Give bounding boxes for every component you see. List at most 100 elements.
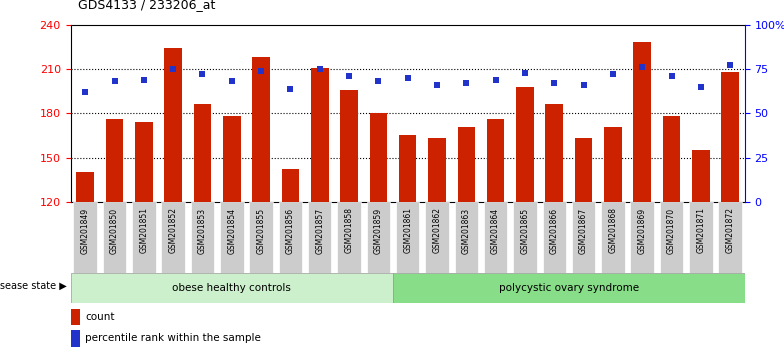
Point bbox=[577, 82, 590, 88]
Bar bbox=[278, 202, 302, 273]
Point bbox=[666, 73, 678, 79]
Bar bbox=[546, 104, 563, 202]
Bar bbox=[281, 169, 299, 202]
Text: GSM201853: GSM201853 bbox=[198, 207, 207, 253]
Bar bbox=[487, 119, 504, 202]
Bar bbox=[604, 127, 622, 202]
Point bbox=[401, 75, 414, 81]
Text: GSM201868: GSM201868 bbox=[608, 207, 617, 253]
Text: GSM201862: GSM201862 bbox=[433, 207, 441, 253]
Bar bbox=[162, 202, 185, 273]
Bar bbox=[369, 113, 387, 202]
Point bbox=[519, 70, 532, 75]
Bar bbox=[458, 127, 475, 202]
Bar bbox=[721, 72, 739, 202]
Text: GSM201852: GSM201852 bbox=[169, 207, 178, 253]
Point bbox=[548, 80, 561, 86]
Bar bbox=[692, 150, 710, 202]
Text: GSM201866: GSM201866 bbox=[550, 207, 559, 253]
Point bbox=[226, 79, 238, 84]
Bar bbox=[630, 202, 654, 273]
Point bbox=[314, 66, 326, 72]
Bar bbox=[367, 202, 390, 273]
Text: GSM201872: GSM201872 bbox=[726, 207, 735, 253]
Text: GSM201861: GSM201861 bbox=[403, 207, 412, 253]
Bar bbox=[223, 116, 241, 202]
Text: GSM201867: GSM201867 bbox=[579, 207, 588, 253]
Point bbox=[284, 86, 296, 91]
Bar bbox=[71, 309, 80, 325]
Bar bbox=[135, 122, 153, 202]
Text: GDS4133 / 233206_at: GDS4133 / 233206_at bbox=[78, 0, 216, 11]
Point bbox=[108, 79, 121, 84]
Bar bbox=[191, 202, 214, 273]
Text: GSM201859: GSM201859 bbox=[374, 207, 383, 253]
Bar bbox=[425, 202, 448, 273]
Text: GSM201864: GSM201864 bbox=[491, 207, 500, 253]
Point bbox=[430, 82, 443, 88]
Bar bbox=[572, 202, 595, 273]
Point bbox=[636, 64, 648, 70]
Text: polycystic ovary syndrome: polycystic ovary syndrome bbox=[499, 282, 639, 293]
Point bbox=[343, 73, 355, 79]
Text: GSM201855: GSM201855 bbox=[256, 207, 266, 253]
Point bbox=[607, 72, 619, 77]
Bar bbox=[340, 90, 358, 202]
Text: GSM201850: GSM201850 bbox=[110, 207, 119, 253]
Point bbox=[460, 80, 473, 86]
Point bbox=[167, 66, 180, 72]
Bar bbox=[103, 202, 126, 273]
Bar bbox=[428, 138, 446, 202]
Point bbox=[489, 77, 502, 82]
Bar bbox=[689, 202, 713, 273]
Bar bbox=[575, 138, 593, 202]
Text: obese healthy controls: obese healthy controls bbox=[172, 282, 291, 293]
Bar bbox=[249, 202, 273, 273]
Text: percentile rank within the sample: percentile rank within the sample bbox=[85, 333, 261, 343]
Bar bbox=[165, 48, 182, 202]
Bar bbox=[71, 273, 393, 303]
Bar bbox=[514, 202, 537, 273]
Text: GSM201863: GSM201863 bbox=[462, 207, 471, 253]
Text: GSM201858: GSM201858 bbox=[344, 207, 354, 253]
Bar bbox=[633, 42, 651, 202]
Text: GSM201851: GSM201851 bbox=[140, 207, 148, 253]
Bar bbox=[399, 136, 416, 202]
Bar bbox=[484, 202, 507, 273]
Bar bbox=[76, 172, 94, 202]
Bar bbox=[662, 116, 681, 202]
Text: GSM201871: GSM201871 bbox=[696, 207, 706, 253]
Bar bbox=[396, 202, 419, 273]
Point bbox=[372, 79, 385, 84]
Text: GSM201865: GSM201865 bbox=[521, 207, 529, 253]
Bar bbox=[74, 202, 97, 273]
Text: GSM201857: GSM201857 bbox=[315, 207, 325, 253]
Point bbox=[196, 72, 209, 77]
Point bbox=[137, 77, 150, 82]
Bar bbox=[311, 68, 328, 202]
Bar bbox=[455, 202, 478, 273]
Text: GSM201870: GSM201870 bbox=[667, 207, 676, 253]
Point bbox=[255, 68, 267, 74]
Point bbox=[724, 63, 736, 68]
Text: count: count bbox=[85, 312, 115, 322]
Text: disease state ▶: disease state ▶ bbox=[0, 281, 67, 291]
Text: GSM201856: GSM201856 bbox=[286, 207, 295, 253]
Bar bbox=[220, 202, 244, 273]
Bar bbox=[194, 104, 211, 202]
Text: GSM201854: GSM201854 bbox=[227, 207, 236, 253]
Bar bbox=[252, 57, 270, 202]
Bar bbox=[718, 202, 742, 273]
Bar bbox=[601, 202, 625, 273]
Bar bbox=[132, 202, 155, 273]
Text: GSM201849: GSM201849 bbox=[81, 207, 89, 253]
Bar bbox=[516, 87, 534, 202]
Bar bbox=[106, 119, 123, 202]
Point bbox=[695, 84, 707, 90]
Bar bbox=[393, 273, 745, 303]
Text: GSM201869: GSM201869 bbox=[637, 207, 647, 253]
Bar bbox=[308, 202, 332, 273]
Bar bbox=[660, 202, 683, 273]
Bar bbox=[337, 202, 361, 273]
Bar bbox=[71, 330, 80, 347]
